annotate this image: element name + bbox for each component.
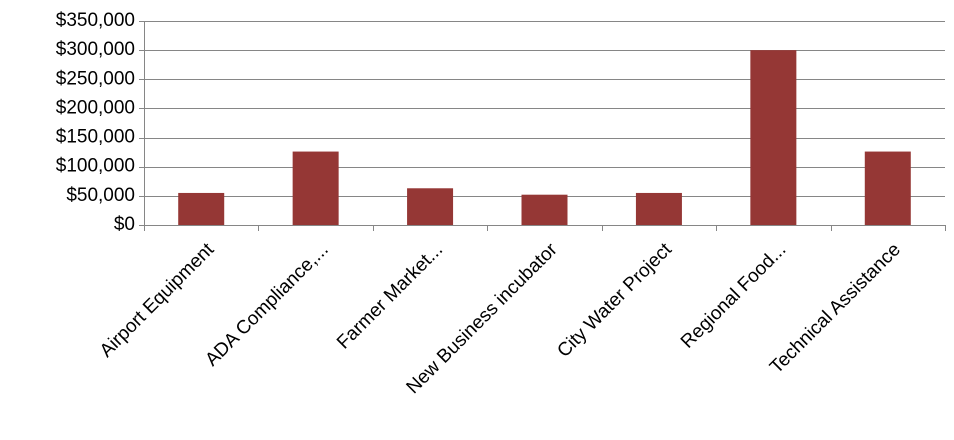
axes: [139, 21, 946, 231]
bar: [750, 50, 797, 226]
y-tick-label: $300,000: [56, 39, 135, 60]
y-axis-tick-labels: $0 $50,000 $100,000 $150,000 $200,000 $250,00…: [56, 10, 135, 235]
bar: [292, 151, 339, 225]
x-tick-label: Regional Food...: [677, 239, 790, 352]
bar: [521, 194, 568, 225]
bar: [635, 192, 682, 225]
x-tick-label: ADA Compliance,...: [201, 239, 332, 370]
x-tick-label: Technical Assistance: [766, 239, 905, 378]
gridlines: [144, 21, 945, 197]
bar: [864, 151, 911, 225]
x-tick-label: City Water Project: [553, 239, 676, 362]
y-tick-label: $100,000: [56, 156, 135, 177]
y-tick-label: $250,000: [56, 68, 135, 89]
y-tick-label: $200,000: [56, 97, 135, 118]
bar: [178, 192, 225, 225]
y-tick-label: $350,000: [56, 10, 135, 31]
bar: [407, 188, 454, 225]
x-tick-label: Airport Equipment: [96, 239, 219, 362]
y-tick-label: $0: [114, 214, 135, 235]
bars: [178, 50, 911, 226]
y-tick-label: $150,000: [56, 127, 135, 148]
x-tick-label: Farmer Market...: [333, 239, 447, 353]
y-tick-label: $50,000: [66, 185, 135, 206]
